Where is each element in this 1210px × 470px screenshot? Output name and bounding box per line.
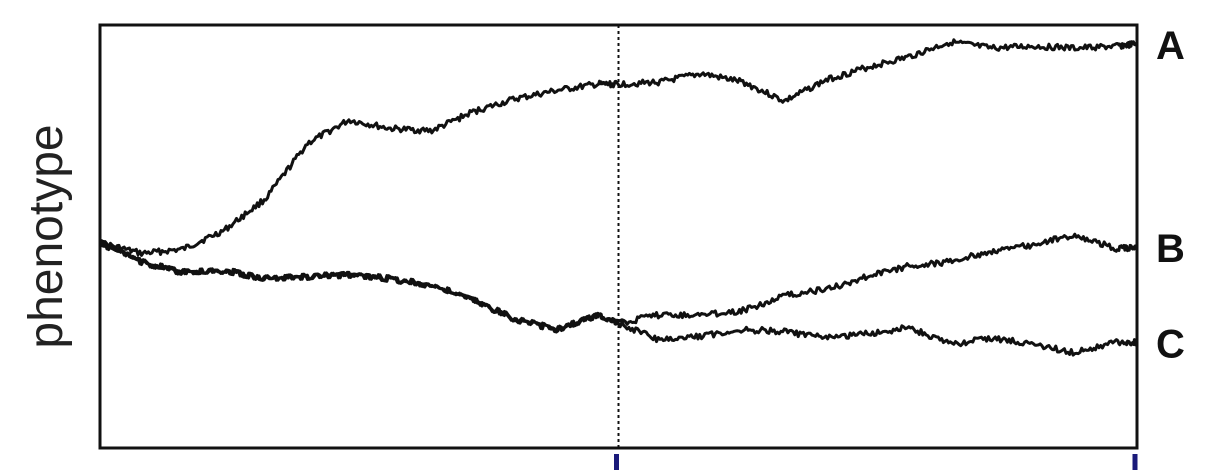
series-label-b: B	[1156, 227, 1185, 271]
series-label-c: C	[1156, 322, 1185, 366]
bottom-tick-marks	[614, 454, 1138, 470]
series-line-c	[98, 239, 1138, 357]
series-label-a: A	[1156, 24, 1185, 68]
series-line-a	[98, 38, 1138, 257]
y-axis-label: phenotype	[20, 124, 73, 348]
series-labels: A B C	[1156, 24, 1185, 366]
series-lines	[98, 38, 1139, 357]
